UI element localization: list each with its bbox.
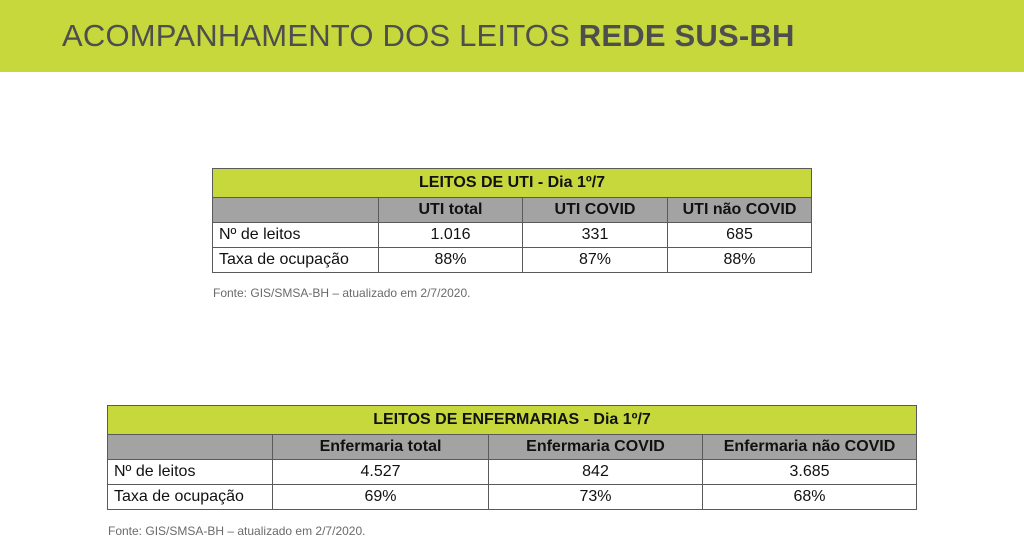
ward-table-caption: LEITOS DE ENFERMARIAS - Dia 1º/7 bbox=[106, 405, 918, 435]
page-title-light: ACOMPANHAMENTO DOS LEITOS bbox=[62, 18, 579, 53]
page-title-bold: REDE SUS-BH bbox=[578, 18, 795, 53]
uti-cell-value: 88% bbox=[378, 247, 523, 273]
ward-column-header: Enfermaria total bbox=[272, 434, 489, 460]
uti-cell-value: 87% bbox=[522, 247, 668, 273]
ward-cell-value: 3.685 bbox=[701, 459, 918, 485]
ward-beds-table: LEITOS DE ENFERMARIAS - Dia 1º/7 Enferma… bbox=[106, 405, 918, 510]
ward-row-label: Taxa de ocupação bbox=[107, 484, 273, 510]
ward-row-label: Nº de leitos bbox=[107, 459, 273, 485]
ward-cell-value: 4.527 bbox=[272, 459, 489, 485]
ward-table-row: Nº de leitos 4.527 842 3.685 bbox=[107, 459, 918, 485]
uti-column-header: UTI não COVID bbox=[666, 197, 813, 223]
uti-cell-value: 685 bbox=[666, 222, 813, 248]
ward-column-header: Enfermaria COVID bbox=[488, 434, 703, 460]
ward-cell-value: 73% bbox=[488, 484, 703, 510]
uti-cell-value: 331 bbox=[522, 222, 668, 248]
uti-beds-table: LEITOS DE UTI - Dia 1º/7 UTI total UTI C… bbox=[211, 168, 813, 273]
uti-table-source-note: Fonte: GIS/SMSA-BH – atualizado em 2/7/2… bbox=[213, 286, 471, 300]
uti-table-row: Nº de leitos 1.016 331 685 bbox=[212, 222, 813, 248]
title-banner: ACOMPANHAMENTO DOS LEITOS REDE SUS-BH bbox=[0, 0, 1024, 72]
ward-column-header: Enfermaria não COVID bbox=[701, 434, 918, 460]
ward-table-corner-cell bbox=[107, 434, 273, 460]
uti-cell-value: 1.016 bbox=[378, 222, 523, 248]
ward-table-row: Taxa de ocupação 69% 73% 68% bbox=[107, 484, 918, 510]
uti-table-corner-cell bbox=[212, 197, 379, 223]
ward-table-source-note: Fonte: GIS/SMSA-BH – atualizado em 2/7/2… bbox=[108, 524, 366, 538]
ward-cell-value: 69% bbox=[272, 484, 489, 510]
page-title: ACOMPANHAMENTO DOS LEITOS REDE SUS-BH bbox=[62, 18, 795, 54]
ward-cell-value: 842 bbox=[488, 459, 703, 485]
ward-cell-value: 68% bbox=[701, 484, 918, 510]
uti-table-caption: LEITOS DE UTI - Dia 1º/7 bbox=[211, 168, 813, 198]
uti-table-row: Taxa de ocupação 88% 87% 88% bbox=[212, 247, 813, 273]
uti-row-label: Nº de leitos bbox=[212, 222, 379, 248]
uti-column-header: UTI total bbox=[378, 197, 523, 223]
uti-row-label: Taxa de ocupação bbox=[212, 247, 379, 273]
uti-column-header: UTI COVID bbox=[522, 197, 668, 223]
uti-cell-value: 88% bbox=[666, 247, 813, 273]
